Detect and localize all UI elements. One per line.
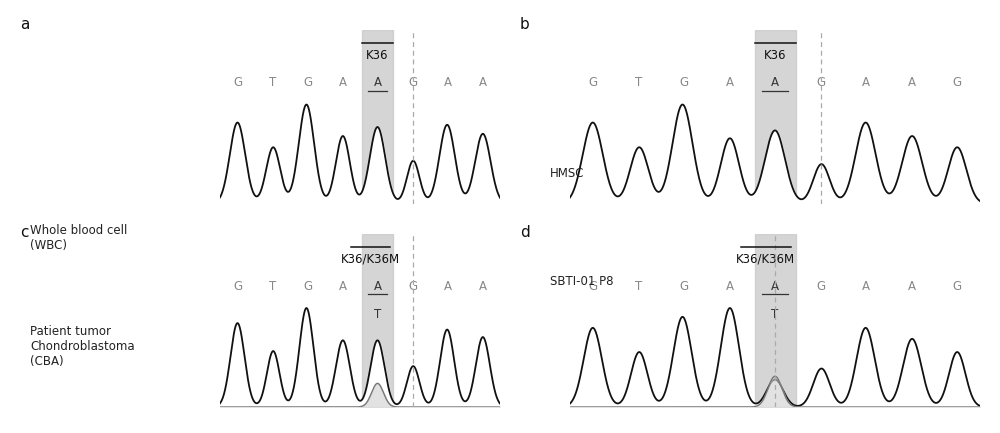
Text: T: T [269,280,276,293]
Text: HMSC: HMSC [550,167,584,180]
Text: A: A [908,76,916,89]
Text: Whole blood cell
(WBC): Whole blood cell (WBC) [30,224,127,252]
Text: d: d [520,225,530,240]
Text: A: A [338,280,347,293]
Text: G: G [233,280,242,293]
Text: A: A [771,280,779,293]
Text: A: A [479,76,486,89]
Text: T: T [269,76,276,89]
Text: A: A [444,76,452,89]
Text: A: A [374,280,382,293]
Text: T: T [635,76,642,89]
Text: K36: K36 [366,48,389,61]
Text: A: A [725,76,733,89]
Text: A: A [862,76,870,89]
Bar [362,30,393,204]
Text: c: c [20,225,28,240]
Text: G: G [816,280,825,293]
Text: A: A [771,76,779,89]
Text: A: A [479,280,486,293]
Text: G: G [233,76,242,89]
Text: A: A [444,280,452,293]
Text: G: G [588,280,597,293]
Text: A: A [338,76,347,89]
Text: b: b [520,17,530,32]
Text: K36/K36M: K36/K36M [736,252,795,265]
Text: A: A [862,280,870,293]
Text: G: G [953,280,962,293]
Text: G: G [679,280,688,293]
Text: T: T [635,280,642,293]
Text: T: T [771,308,779,321]
Text: G: G [303,280,312,293]
Text: G: G [303,76,312,89]
Text: G: G [408,280,417,293]
Text: G: G [408,76,417,89]
Bar [755,234,796,407]
Text: Patient tumor
Chondroblastoma
(CBA): Patient tumor Chondroblastoma (CBA) [30,325,135,368]
Text: A: A [725,280,733,293]
Bar [755,30,796,204]
Text: K36: K36 [764,48,786,61]
Text: A: A [374,76,382,89]
Text: A: A [908,280,916,293]
Text: G: G [588,76,597,89]
Text: G: G [679,76,688,89]
Text: a: a [20,17,29,32]
Text: K36/K36M: K36/K36M [341,252,400,265]
Text: T: T [374,308,381,321]
Text: G: G [953,76,962,89]
Bar [362,234,393,407]
Text: G: G [816,76,825,89]
Text: SBTI-01 P8: SBTI-01 P8 [550,275,614,288]
